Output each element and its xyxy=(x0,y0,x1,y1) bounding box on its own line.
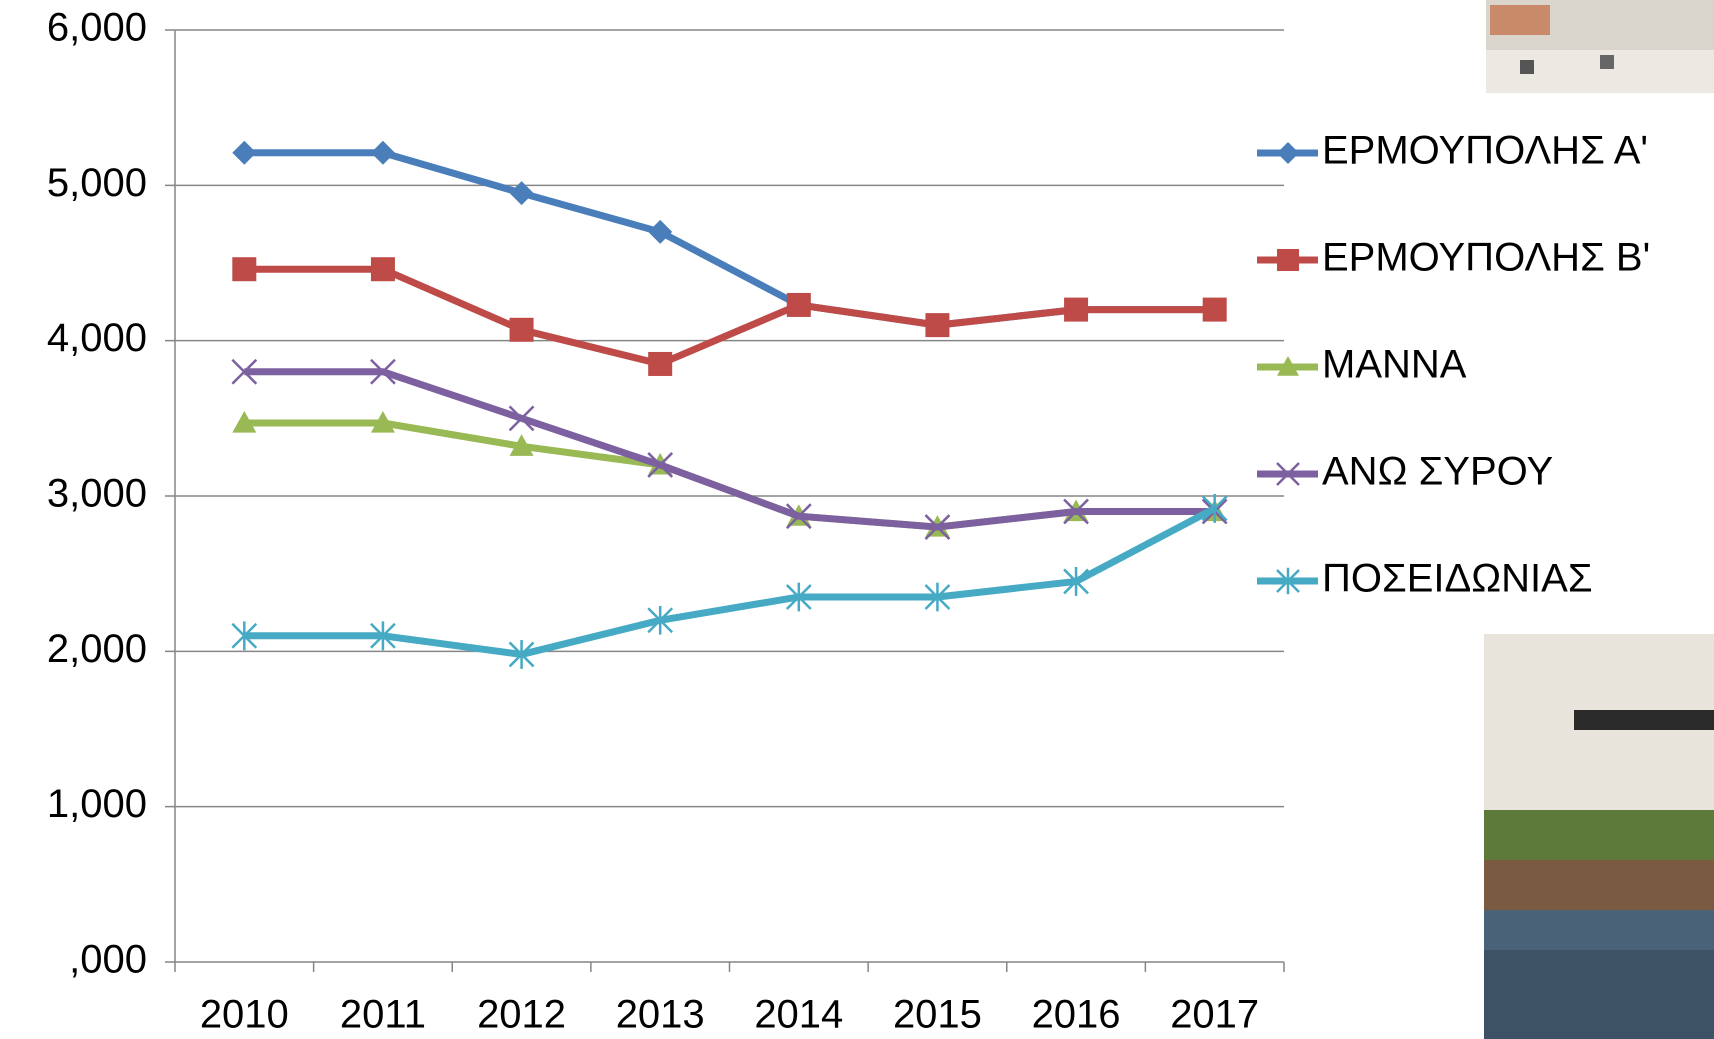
marker xyxy=(1277,142,1299,164)
marker xyxy=(370,358,396,385)
y-tick-label: 3,000 xyxy=(47,472,147,516)
marker xyxy=(1277,356,1299,376)
marker xyxy=(509,434,534,456)
legend-label: ΠΟΣΕΙΔΩΝΙΑΣ xyxy=(1322,557,1593,601)
marker xyxy=(648,351,673,376)
x-tick-label: 2010 xyxy=(200,993,289,1037)
marker xyxy=(1063,567,1089,596)
marker xyxy=(1064,297,1089,322)
marker xyxy=(786,292,811,317)
legend-label: ΕΡΜΟΥΠΟΛΗΣ Α' xyxy=(1322,129,1648,173)
marker xyxy=(508,640,535,669)
marker xyxy=(648,219,673,244)
marker xyxy=(1202,297,1227,322)
y-tick-label: 1,000 xyxy=(47,782,147,826)
marker xyxy=(1276,567,1300,595)
marker xyxy=(1201,494,1228,523)
marker xyxy=(508,405,535,432)
legend-label: ΑΝΩ ΣΥΡΟΥ xyxy=(1322,450,1553,494)
marker xyxy=(1276,462,1300,486)
legend-label: ΕΡΜΟΥΠΟΛΗΣ Β' xyxy=(1322,236,1650,280)
marker xyxy=(232,257,257,282)
x-tick-label: 2015 xyxy=(893,993,982,1037)
x-tick-label: 2014 xyxy=(754,993,843,1037)
y-tick-label: 4,000 xyxy=(47,316,147,360)
y-tick-label: 5,000 xyxy=(47,161,147,205)
marker xyxy=(370,140,395,165)
series-line xyxy=(244,505,1217,658)
marker xyxy=(232,410,257,433)
marker xyxy=(370,621,396,651)
marker xyxy=(647,605,674,635)
marker xyxy=(370,257,395,282)
x-tick-label: 2017 xyxy=(1170,993,1259,1037)
y-tick-label: 2,000 xyxy=(47,627,147,671)
marker xyxy=(924,514,951,540)
marker xyxy=(647,452,674,478)
marker xyxy=(1277,249,1299,271)
photo-top xyxy=(1486,0,1714,93)
x-tick-label: 2016 xyxy=(1032,993,1121,1037)
marker xyxy=(785,503,812,530)
marker xyxy=(509,317,534,342)
marker xyxy=(925,313,950,338)
marker xyxy=(231,358,258,385)
marker xyxy=(509,181,534,206)
photo-bottom xyxy=(1484,634,1714,1039)
marker xyxy=(370,410,395,433)
y-tick-label: ,000 xyxy=(69,938,147,982)
marker xyxy=(924,582,951,612)
series-line xyxy=(244,265,1215,368)
legend-label: ΜΑΝΝΑ xyxy=(1322,343,1467,387)
series-line xyxy=(244,368,1215,531)
x-tick-label: 2013 xyxy=(616,993,705,1037)
marker xyxy=(1063,498,1089,525)
y-tick-label: 6,000 xyxy=(47,6,147,50)
x-tick-label: 2011 xyxy=(340,993,426,1037)
marker xyxy=(232,140,257,165)
marker xyxy=(785,582,812,612)
marker xyxy=(231,621,258,651)
x-tick-label: 2012 xyxy=(477,993,566,1037)
